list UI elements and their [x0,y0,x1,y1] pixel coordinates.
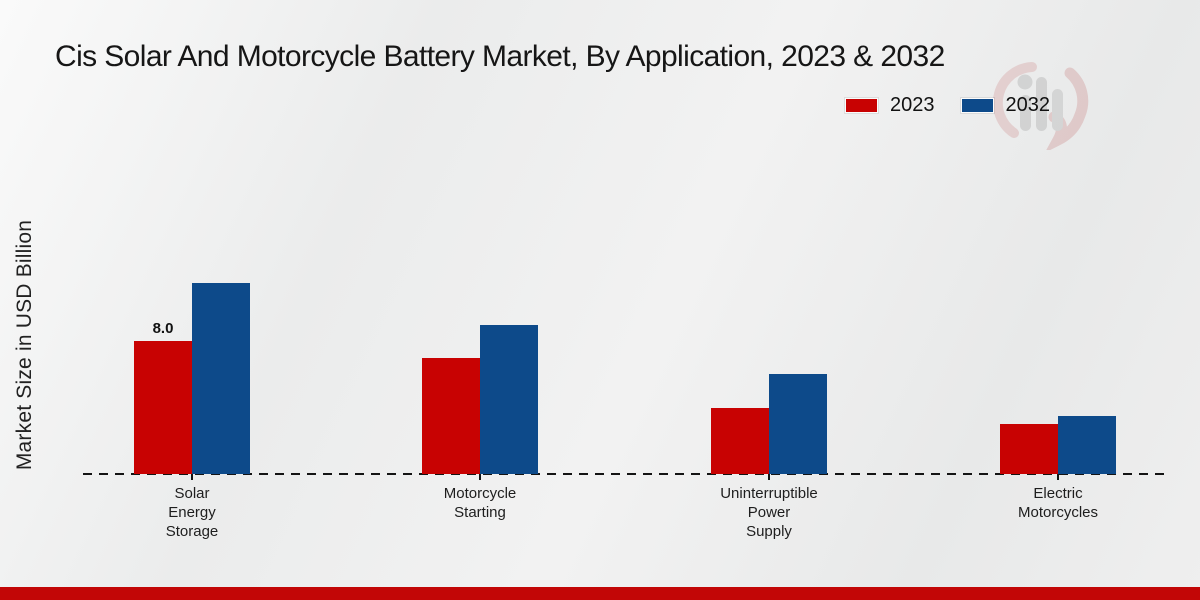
bar-value-label: 8.0 [152,320,174,337]
chart-title: Cis Solar And Motorcycle Battery Market,… [55,40,945,73]
legend-swatch-icon [845,98,878,113]
footer-accent-strip [0,587,1200,600]
legend-swatch-icon [960,98,994,113]
bar-2032-1 [480,325,538,474]
x-axis-tick [191,474,193,480]
bar-2032-0 [192,283,250,474]
x-tick-label: Solar Energy Storage [165,485,219,540]
legend-item-2032: 2032 [960,94,1051,117]
legend-label: 2023 [890,94,935,116]
x-tick-label: Electric Motorcycles [1017,485,1099,521]
legend-label: 2032 [1005,94,1051,116]
x-tick-label: Motorcycle Starting [443,485,517,521]
x-tick-label: Uninterruptible Power Supply [720,485,818,540]
legend: 2023 2032 [845,94,1050,117]
bar-2023-2 [711,408,769,474]
mrfr-watermark-icon [992,62,1089,150]
x-axis-baseline [83,473,1165,475]
legend-item-2023: 2023 [845,94,935,117]
x-axis-tick [768,474,770,480]
bar-2023-3 [1000,424,1058,474]
bar-2023-0 [134,341,192,474]
bar-2032-3 [1058,416,1116,474]
bar-2023-1 [422,358,480,474]
bar-2032-2 [769,374,827,474]
x-axis-tick [479,474,481,480]
x-axis-tick [1057,474,1059,480]
